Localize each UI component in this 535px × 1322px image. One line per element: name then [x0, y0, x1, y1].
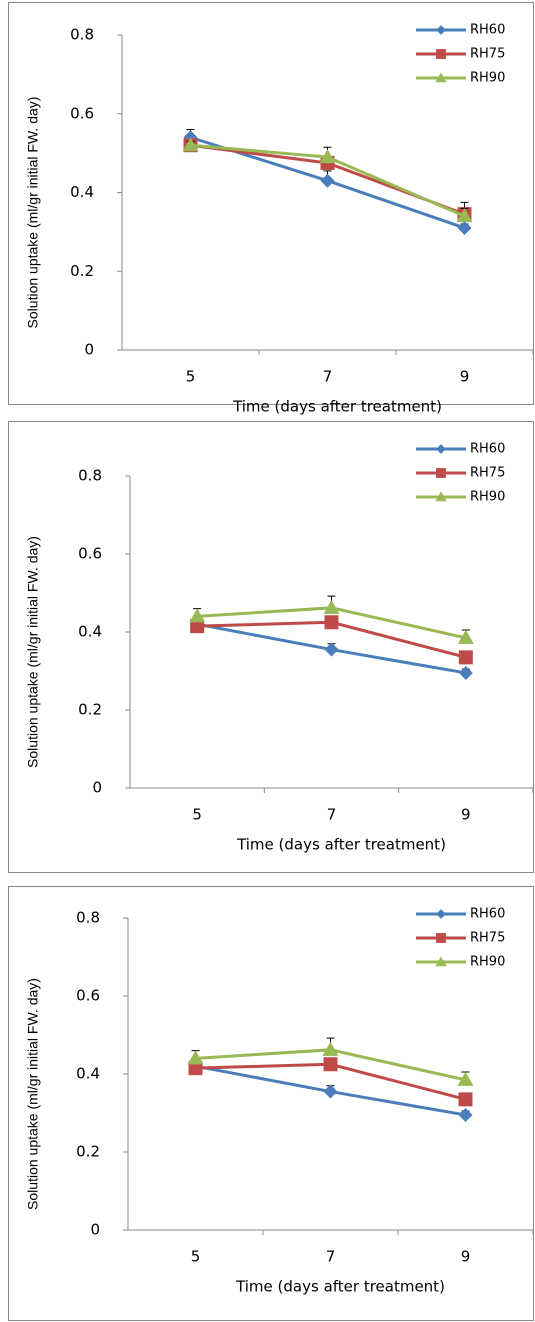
y-tick-label: 0.6 [70, 104, 94, 122]
marker [457, 220, 472, 235]
marker [324, 615, 339, 630]
y-axis-label: Solution uptake (ml/gr initial FW. day) [25, 536, 41, 768]
y-tick-label: 0.2 [70, 262, 94, 280]
marker [458, 1107, 473, 1122]
legend-marker [436, 468, 446, 478]
legend-marker [436, 49, 446, 59]
y-tick-label: 0.4 [76, 1065, 100, 1083]
y-tick-label: 0.4 [70, 183, 94, 201]
legend-marker [435, 956, 447, 967]
legend-label: RH90 [470, 955, 505, 970]
chart: 0 0.2 0.4 0.6 0.8 5 7 9 Time (days after treatme… [8, 886, 534, 1321]
y-tick-label: 0.8 [76, 909, 100, 927]
legend-label: RH60 [470, 907, 505, 922]
legend-label: RH60 [470, 442, 505, 457]
x-tick-label: 9 [460, 368, 470, 386]
x-tick-label: 5 [186, 368, 196, 386]
marker [320, 173, 335, 188]
marker [458, 1092, 473, 1107]
marker [458, 650, 473, 665]
marker [319, 149, 336, 164]
y-axis-label: Solution uptake (ml/gr initial FW. day) [25, 97, 41, 329]
chart-frame [8, 2, 534, 405]
x-tick-label: 9 [461, 1248, 471, 1266]
y-tick-label: 0.6 [78, 545, 102, 563]
marker [323, 1057, 338, 1072]
legend-label: RH75 [470, 931, 505, 946]
x-tick-label: 5 [191, 1248, 201, 1266]
legend-marker [436, 444, 446, 454]
marker [458, 665, 473, 680]
legend-marker [435, 72, 447, 83]
y-tick-label: 0.8 [70, 26, 94, 44]
x-axis-label: Time (days after treatment) [232, 398, 442, 416]
x-tick-label: 7 [323, 368, 333, 386]
marker [323, 1084, 338, 1099]
legend-label: RH75 [470, 466, 505, 481]
legend-label: RH90 [470, 71, 505, 86]
y-axis-label: Solution uptake (ml/gr initial FW. day) [25, 978, 41, 1210]
marker [324, 642, 339, 657]
legend-label: RH60 [470, 23, 505, 38]
marker [322, 1041, 339, 1056]
chart-frame [8, 886, 534, 1321]
x-tick-label: 9 [461, 806, 471, 824]
y-tick-label: 0.2 [78, 701, 102, 719]
chart: 0 0.2 0.4 0.6 0.8 5 7 9 Time (days after treatme… [8, 421, 534, 873]
y-tick-label: 0 [92, 779, 102, 797]
x-tick-label: 7 [327, 806, 337, 824]
legend-marker [436, 933, 446, 943]
marker [457, 629, 474, 644]
y-tick-label: 0.8 [78, 467, 102, 485]
legend-marker [435, 491, 447, 502]
marker [190, 619, 205, 634]
chart-frame [8, 421, 534, 873]
y-tick-label: 0.4 [78, 623, 102, 641]
marker [187, 1050, 204, 1065]
legend-marker [436, 25, 446, 35]
x-tick-label: 7 [326, 1248, 336, 1266]
y-tick-label: 0 [84, 341, 94, 359]
y-tick-label: 0 [90, 1221, 100, 1239]
marker [457, 1071, 474, 1086]
x-tick-label: 5 [192, 806, 202, 824]
x-axis-label: Time (days after treatment) [235, 1278, 445, 1296]
y-tick-label: 0.6 [76, 987, 100, 1005]
marker [189, 608, 206, 623]
marker [188, 1061, 203, 1076]
marker [182, 137, 199, 152]
chart: 0 0.2 0.4 0.6 0.8 5 7 9 Time (days after treatme… [8, 2, 534, 416]
y-tick-label: 0.2 [76, 1143, 100, 1161]
legend-label: RH90 [470, 490, 505, 505]
x-axis-label: Time (days after treatment) [236, 836, 446, 854]
marker [456, 208, 473, 223]
legend-label: RH75 [470, 47, 505, 62]
marker [323, 599, 340, 614]
legend-marker [436, 909, 446, 919]
